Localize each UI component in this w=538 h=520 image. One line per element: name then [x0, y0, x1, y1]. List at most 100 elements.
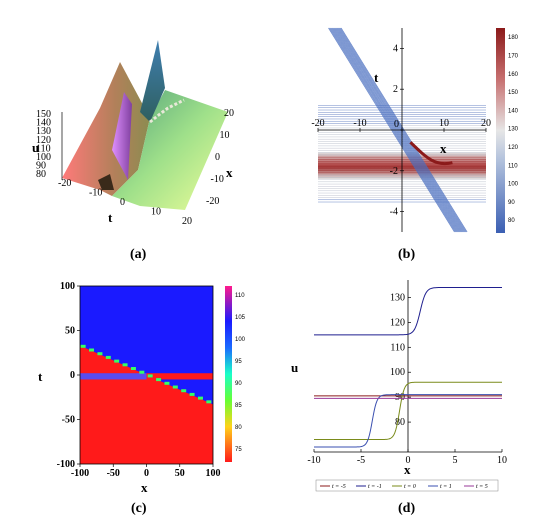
x-tick-label: -50	[107, 468, 120, 479]
x-axis-label: x	[440, 141, 447, 156]
x-tick-label: 10	[220, 130, 230, 141]
t-ticks: -20 -10 0 10 20	[58, 178, 192, 227]
contour-plot-area: -20 -10 10 20 -4 -2 2 4 0	[311, 27, 491, 233]
colorbar-tick-label: 130	[508, 127, 519, 133]
x-tick-label: 0	[406, 455, 411, 466]
x-tick-label: -20	[311, 118, 324, 129]
y-tick-label: -2	[390, 166, 398, 177]
series-line	[314, 394, 502, 448]
colorbar-ticks: 80 90 100 110 120 130 140 150 160 170 180	[508, 35, 519, 224]
x-tick-label: -10	[307, 455, 320, 466]
y-tick-label: 120	[390, 317, 405, 328]
caption-b: (b)	[398, 247, 415, 262]
surface-ridge	[149, 98, 185, 124]
y-tick-label: 130	[390, 292, 405, 303]
x-tick-label: -10	[353, 118, 366, 129]
heatmap-band-left	[80, 373, 147, 380]
x-tick-label: 10	[439, 118, 449, 129]
line-plot-area: -10 -5 0 5 10 80 90 100 110 120 130	[307, 280, 507, 466]
u-tick-label: 90	[36, 161, 46, 172]
y-tick-label: 100	[390, 367, 405, 378]
legend-label: t = 0	[404, 484, 416, 490]
y-tick-label: 90	[395, 392, 405, 403]
colorbar-tick-label: 75	[235, 447, 242, 453]
soliton-cell	[105, 355, 111, 359]
x-tick-label: 100	[206, 468, 221, 479]
y-tick-label: 80	[395, 417, 405, 428]
legend-label: t = -5	[332, 484, 346, 490]
t-tick-label: 0	[120, 197, 125, 208]
series-line	[314, 381, 502, 441]
x-axis-label: x	[226, 165, 233, 180]
x-axis-label: x	[141, 480, 148, 495]
colorbar-tick-label: 110	[508, 163, 518, 169]
soliton-cell	[139, 370, 145, 374]
surface-second-peak	[112, 92, 132, 180]
caption-a: (a)	[130, 247, 147, 262]
legend-label: t = 5	[476, 484, 488, 490]
colorbar-ticks: 75 80 85 90 95 100 105 110	[235, 293, 246, 453]
soliton-cell	[164, 381, 170, 385]
colorbar-tick-label: 105	[235, 315, 246, 321]
colorbar-tick-label: 170	[508, 53, 519, 59]
u-tick-label: 80	[36, 169, 46, 180]
x-tick-label: -5	[357, 455, 365, 466]
surface-main-peak	[140, 40, 165, 122]
soliton-cell	[122, 363, 128, 367]
surface-trough	[98, 174, 114, 190]
y-tick-label: 0	[70, 370, 75, 381]
legend-box	[315, 479, 499, 492]
colorbar-tick-label: 90	[508, 200, 515, 206]
soliton-cell	[97, 352, 103, 356]
soliton-cell	[147, 374, 153, 378]
legend: t = -5 t = -1 t = 0 t = 1 t = 5	[315, 479, 499, 492]
y-tick-label: -50	[62, 415, 75, 426]
t-axis-label: t	[108, 210, 113, 225]
x-tick-label: 10	[497, 455, 507, 466]
colorbar-tick-label: 95	[235, 359, 242, 365]
y-tick-label: -4	[390, 207, 398, 218]
colorbar-tick-label: 150	[508, 90, 519, 96]
panel-c-heatmap: -100 -50 0 50 100 -100 -50 0 50 100 75 80 85 90 95 100…	[38, 281, 246, 516]
caption-d: (d)	[398, 501, 415, 516]
legend-label: t = 1	[440, 484, 452, 490]
soliton-cell	[130, 367, 136, 371]
t-axis-label: t	[38, 369, 43, 384]
colorbar-tick-label: 80	[235, 425, 242, 431]
soliton-cell	[114, 359, 120, 363]
heatmap-band-right	[146, 373, 213, 380]
colorbar-tick-label: 80	[508, 218, 515, 224]
soliton-cell	[206, 400, 212, 404]
colorbar-tick-label: 100	[235, 337, 246, 343]
soliton-cell	[156, 378, 162, 382]
x-axis-label: x	[404, 462, 411, 477]
y-tick-label: 2	[393, 84, 398, 95]
heatmap-plot-area: -100 -50 0 50 100 -100 -50 0 50 100	[57, 281, 221, 479]
x-ticks: 20 100 -10 -20	[206, 108, 234, 207]
soliton-cell	[181, 389, 187, 393]
u-axis-label: u	[291, 360, 298, 375]
soliton-cell	[89, 348, 95, 352]
soliton-cell	[80, 344, 86, 348]
y-tick-label: 4	[393, 43, 398, 54]
x-tick-label: -100	[71, 468, 89, 479]
u-tick-label: 130	[36, 126, 51, 137]
legend-label: t = -1	[368, 484, 382, 490]
x-tick-label: 20	[224, 108, 234, 119]
t-tick-label: 20	[182, 216, 192, 227]
y-tick-label: 100	[60, 281, 75, 292]
colorbar-tick-label: 90	[235, 381, 242, 387]
t-axis-label: t	[374, 70, 379, 85]
x-tick-label: 0	[144, 468, 149, 479]
colorbar	[225, 286, 232, 462]
interaction-region	[409, 141, 453, 166]
x-tick-label: -10	[211, 174, 224, 185]
y-tick-label: 110	[390, 342, 405, 353]
y-tick-label: 50	[65, 326, 75, 337]
y-tick-label: -100	[57, 459, 75, 470]
u-tick-label: 110	[36, 143, 51, 154]
